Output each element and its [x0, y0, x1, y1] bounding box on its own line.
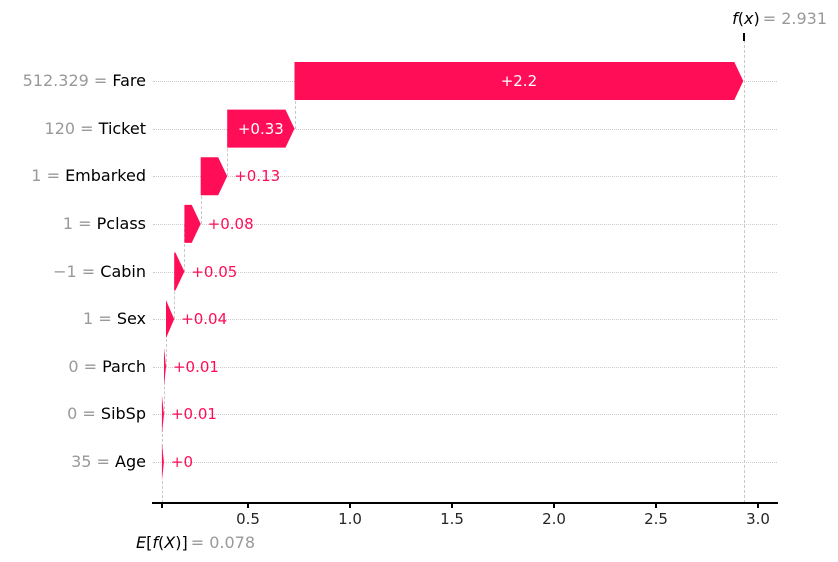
x-tick — [349, 503, 351, 508]
gridline — [153, 176, 777, 178]
feature-value: 1 = — [31, 166, 66, 186]
connector-line — [227, 128, 229, 177]
x-tick-label: 2.5 — [644, 510, 668, 528]
feature-value: 0 = — [68, 356, 103, 376]
connector-line — [163, 366, 165, 415]
x-axis — [152, 502, 778, 504]
feature-value: 120 = — [44, 118, 99, 138]
bar-value-label: +2.2 — [500, 72, 538, 90]
feature-label-sex: 1 = Sex — [0, 308, 146, 330]
x-tick — [655, 503, 657, 508]
gridline — [153, 462, 777, 463]
connector-line — [161, 414, 163, 462]
feature-name: Ticket — [98, 118, 146, 138]
bar-value-label: +0.05 — [191, 262, 238, 281]
bar-embarked — [200, 157, 228, 196]
feature-value: 35 = — [71, 452, 116, 471]
connector-line — [294, 81, 296, 129]
feature-name: Age — [115, 452, 146, 471]
feature-value: 0 = — [67, 404, 101, 424]
x-tick — [247, 503, 249, 508]
feature-name: Embarked — [65, 166, 146, 186]
bar-value-label: +0 — [170, 453, 194, 471]
bar-value-label: +0.13 — [234, 167, 281, 186]
bar-value-label: +0.04 — [181, 310, 228, 329]
feature-label-embarked: 1 = Embarked — [0, 165, 146, 187]
bar-value-label: +0.33 — [237, 119, 284, 138]
bar-fare — [294, 62, 744, 100]
gridline — [153, 414, 777, 416]
feature-name: Sex — [116, 309, 146, 329]
base-value: = 0.078 — [190, 533, 255, 552]
bar-value-label: +0.01 — [170, 405, 217, 424]
gridline — [153, 271, 777, 273]
base-value-label: E[f(X)] — [136, 533, 188, 552]
fx-top-tick — [743, 33, 745, 41]
connector-line — [174, 271, 176, 320]
feature-label-cabin: −1 = Cabin — [0, 261, 146, 283]
x-tick — [553, 503, 555, 508]
feature-value: −1 = — [53, 261, 101, 281]
base-value-line — [161, 481, 163, 503]
feature-name: Cabin — [100, 261, 146, 281]
feature-name: Fare — [112, 71, 146, 90]
bar-sibsp — [161, 395, 164, 434]
x-tick — [757, 503, 759, 508]
feature-label-ticket: 120 = Ticket — [0, 118, 146, 140]
bar-age — [161, 443, 164, 481]
fx-label: f(x) — [732, 9, 760, 28]
feature-name: Parch — [102, 356, 146, 376]
feature-name: SibSp — [100, 404, 146, 424]
bar-value-label: +0.08 — [207, 214, 254, 233]
connector-line — [184, 223, 186, 272]
feature-value: 512.329 = — [22, 71, 113, 90]
x-tick-label: 2.0 — [542, 510, 566, 528]
bar-parch — [164, 347, 166, 386]
feature-label-fare: 512.329 = Fare — [0, 70, 146, 92]
feature-label-pclass: 1 = Pclass — [0, 213, 146, 235]
x-tick — [451, 503, 453, 508]
connector-line — [200, 176, 202, 224]
fx-line — [743, 40, 745, 503]
bar-cabin — [174, 252, 185, 291]
gridline — [153, 128, 777, 130]
bar-pclass — [184, 204, 201, 243]
x-tick-label: 0.5 — [236, 510, 260, 528]
bar-value-label: +0.01 — [172, 357, 219, 376]
feature-label-sibsp: 0 = SibSp — [0, 403, 146, 425]
x-tick-label: 1.5 — [440, 510, 464, 528]
feature-value: 1 = — [62, 213, 97, 233]
bar-ticket — [227, 109, 295, 148]
base-value-annotation: E[f(X)] = 0.078 — [136, 533, 255, 552]
bar-sex — [166, 300, 175, 339]
feature-label-parch: 0 = Parch — [0, 356, 146, 378]
gridline — [153, 223, 777, 225]
x-tick-label: 1.0 — [338, 510, 362, 528]
connector-line — [165, 319, 167, 367]
base-value-tick — [161, 503, 163, 508]
fx-annotation: f(x) = 2.931 — [732, 9, 827, 28]
feature-value: 1 = — [83, 309, 117, 329]
feature-label-age: 35 = Age — [0, 451, 146, 473]
feature-name: Pclass — [96, 213, 146, 233]
fx-value: = 2.931 — [762, 9, 827, 28]
gridline — [153, 319, 777, 321]
gridline — [153, 366, 777, 368]
x-tick-label: 3.0 — [746, 510, 770, 528]
